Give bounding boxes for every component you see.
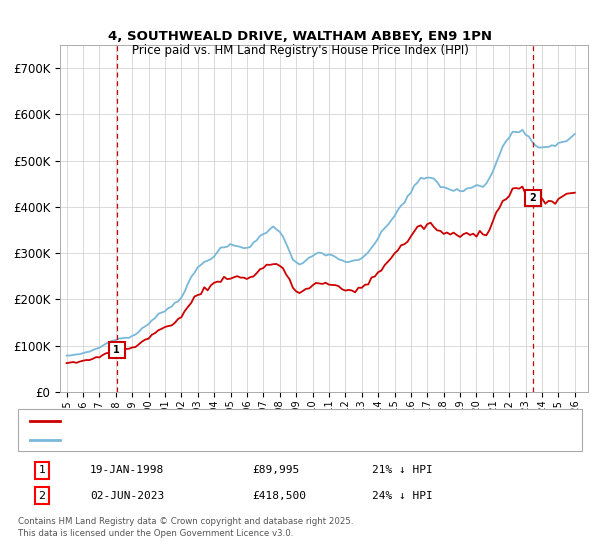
Text: Contains HM Land Registry data © Crown copyright and database right 2025.: Contains HM Land Registry data © Crown c… xyxy=(18,517,353,526)
Text: £418,500: £418,500 xyxy=(252,491,306,501)
Text: 2: 2 xyxy=(38,491,46,501)
Text: 4, SOUTHWEALD DRIVE, WALTHAM ABBEY, EN9 1PN (semi-detached house): 4, SOUTHWEALD DRIVE, WALTHAM ABBEY, EN9 … xyxy=(69,416,461,426)
Text: 1: 1 xyxy=(38,465,46,475)
Text: 02-JUN-2023: 02-JUN-2023 xyxy=(90,491,164,501)
Text: Price paid vs. HM Land Registry's House Price Index (HPI): Price paid vs. HM Land Registry's House … xyxy=(131,44,469,57)
Text: £89,995: £89,995 xyxy=(252,465,299,475)
Text: 24% ↓ HPI: 24% ↓ HPI xyxy=(372,491,433,501)
Text: HPI: Average price, semi-detached house, Epping Forest: HPI: Average price, semi-detached house,… xyxy=(69,435,362,445)
Text: 1: 1 xyxy=(113,346,120,356)
Text: 2: 2 xyxy=(529,193,536,203)
Text: 4, SOUTHWEALD DRIVE, WALTHAM ABBEY, EN9 1PN: 4, SOUTHWEALD DRIVE, WALTHAM ABBEY, EN9 … xyxy=(108,30,492,43)
Text: 19-JAN-1998: 19-JAN-1998 xyxy=(90,465,164,475)
Text: 21% ↓ HPI: 21% ↓ HPI xyxy=(372,465,433,475)
Text: This data is licensed under the Open Government Licence v3.0.: This data is licensed under the Open Gov… xyxy=(18,529,293,538)
